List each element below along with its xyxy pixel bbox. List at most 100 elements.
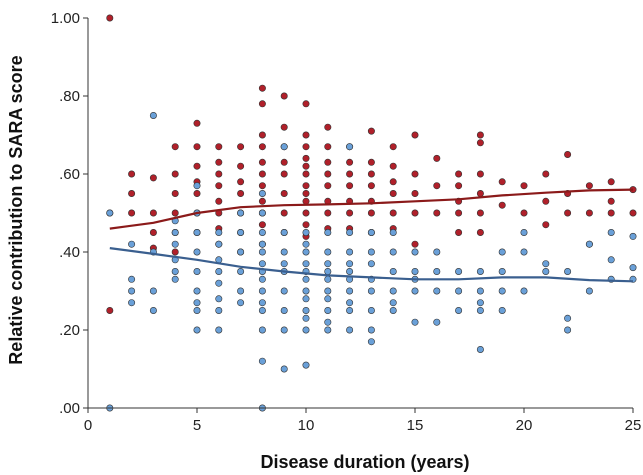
data-point-s1-26 xyxy=(215,240,223,248)
data-point-s0-31 xyxy=(237,143,245,151)
data-point-s0-102 xyxy=(433,154,441,162)
data-point-s1-134 xyxy=(564,267,572,275)
data-point-s0-126 xyxy=(585,182,593,190)
data-point-s1-111 xyxy=(411,287,419,295)
data-point-s0-49 xyxy=(280,92,288,100)
y-tick-label-2: .40 xyxy=(59,244,80,261)
data-point-s0-94 xyxy=(389,190,397,198)
data-point-s0-16 xyxy=(193,119,201,127)
data-point-s1-14 xyxy=(171,267,179,275)
x-tick-label-1: 5 xyxy=(193,417,201,434)
data-point-s1-74 xyxy=(324,229,332,237)
data-point-s0-54 xyxy=(280,190,288,198)
data-point-s0-6 xyxy=(149,174,157,182)
data-point-s1-41 xyxy=(258,229,266,237)
data-point-s1-16 xyxy=(193,182,201,190)
data-point-s0-79 xyxy=(346,170,354,178)
x-tick-label-2: 10 xyxy=(298,417,315,434)
data-point-s0-98 xyxy=(411,170,419,178)
data-point-s0-50 xyxy=(280,123,288,131)
data-point-s0-62 xyxy=(302,170,310,178)
data-point-s0-58 xyxy=(302,131,310,139)
data-point-s0-131 xyxy=(607,209,615,217)
data-point-s1-70 xyxy=(302,306,310,314)
data-point-s1-4 xyxy=(128,287,136,295)
data-point-s1-71 xyxy=(302,314,310,322)
data-point-s1-132 xyxy=(542,260,550,268)
data-point-s1-2 xyxy=(128,240,136,248)
data-point-s0-25 xyxy=(215,170,223,178)
data-point-s1-23 xyxy=(193,306,201,314)
data-point-s0-45 xyxy=(258,197,266,205)
data-point-s1-42 xyxy=(258,240,266,248)
data-point-s1-48 xyxy=(258,299,266,307)
data-point-s1-106 xyxy=(389,299,397,307)
data-point-s0-1 xyxy=(106,306,114,314)
data-point-s0-99 xyxy=(411,190,419,198)
data-point-s1-8 xyxy=(149,287,157,295)
data-point-s1-126 xyxy=(498,267,506,275)
data-point-s0-64 xyxy=(302,190,310,198)
data-point-s0-44 xyxy=(258,182,266,190)
data-point-s0-130 xyxy=(607,197,615,205)
data-point-s1-80 xyxy=(324,295,332,303)
data-point-s1-83 xyxy=(324,326,332,334)
data-point-s0-125 xyxy=(564,209,572,217)
data-point-s1-1 xyxy=(106,209,114,217)
data-point-s0-105 xyxy=(455,170,463,178)
data-point-s0-114 xyxy=(476,209,484,217)
data-point-s1-130 xyxy=(520,248,528,256)
data-point-s0-121 xyxy=(542,197,550,205)
data-point-s0-109 xyxy=(455,229,463,237)
data-point-s1-142 xyxy=(629,232,637,240)
data-point-s1-46 xyxy=(258,275,266,283)
data-point-s0-38 xyxy=(258,84,266,92)
data-point-s1-124 xyxy=(476,345,484,353)
data-point-s1-115 xyxy=(433,287,441,295)
data-point-s1-75 xyxy=(324,248,332,256)
data-point-s1-21 xyxy=(193,287,201,295)
data-point-s0-40 xyxy=(258,131,266,139)
data-point-s0-127 xyxy=(585,209,593,217)
y-tick-label-3: .60 xyxy=(59,166,80,183)
data-point-s1-91 xyxy=(346,299,354,307)
data-point-s0-17 xyxy=(193,143,201,151)
data-point-s0-65 xyxy=(302,197,310,205)
data-point-s1-63 xyxy=(302,240,310,248)
data-point-s1-140 xyxy=(607,256,615,264)
data-point-s1-73 xyxy=(302,361,310,369)
data-point-s1-107 xyxy=(389,306,397,314)
data-point-s0-15 xyxy=(171,248,179,256)
data-point-s1-20 xyxy=(193,267,201,275)
data-point-s1-43 xyxy=(258,248,266,256)
data-point-s0-86 xyxy=(367,170,375,178)
data-point-s1-135 xyxy=(564,314,572,322)
x-axis-label: Disease duration (years) xyxy=(260,452,469,472)
y-tick-label-4: .80 xyxy=(59,88,80,105)
data-point-s0-89 xyxy=(367,209,375,217)
data-point-s0-117 xyxy=(498,201,506,209)
data-point-s1-79 xyxy=(324,287,332,295)
data-point-s1-29 xyxy=(215,279,223,287)
data-point-s1-136 xyxy=(564,326,572,334)
data-point-s0-63 xyxy=(302,182,310,190)
data-point-s1-139 xyxy=(607,229,615,237)
data-point-s1-88 xyxy=(346,267,354,275)
data-point-s0-13 xyxy=(171,209,179,217)
data-point-s0-82 xyxy=(346,209,354,217)
data-point-s1-133 xyxy=(542,267,550,275)
data-point-s0-103 xyxy=(433,182,441,190)
data-point-s1-54 xyxy=(280,229,288,237)
data-point-s0-55 xyxy=(280,209,288,217)
data-point-s1-137 xyxy=(585,240,593,248)
data-point-s0-70 xyxy=(324,143,332,151)
y-tick-label-5: 1.00 xyxy=(51,10,80,27)
data-point-s1-77 xyxy=(324,267,332,275)
data-point-s1-61 xyxy=(280,365,288,373)
data-point-s0-39 xyxy=(258,100,266,108)
data-point-s0-3 xyxy=(128,170,136,178)
data-point-s1-3 xyxy=(128,275,136,283)
data-point-s0-5 xyxy=(128,209,136,217)
data-point-s1-37 xyxy=(237,287,245,295)
data-point-s0-52 xyxy=(280,158,288,166)
